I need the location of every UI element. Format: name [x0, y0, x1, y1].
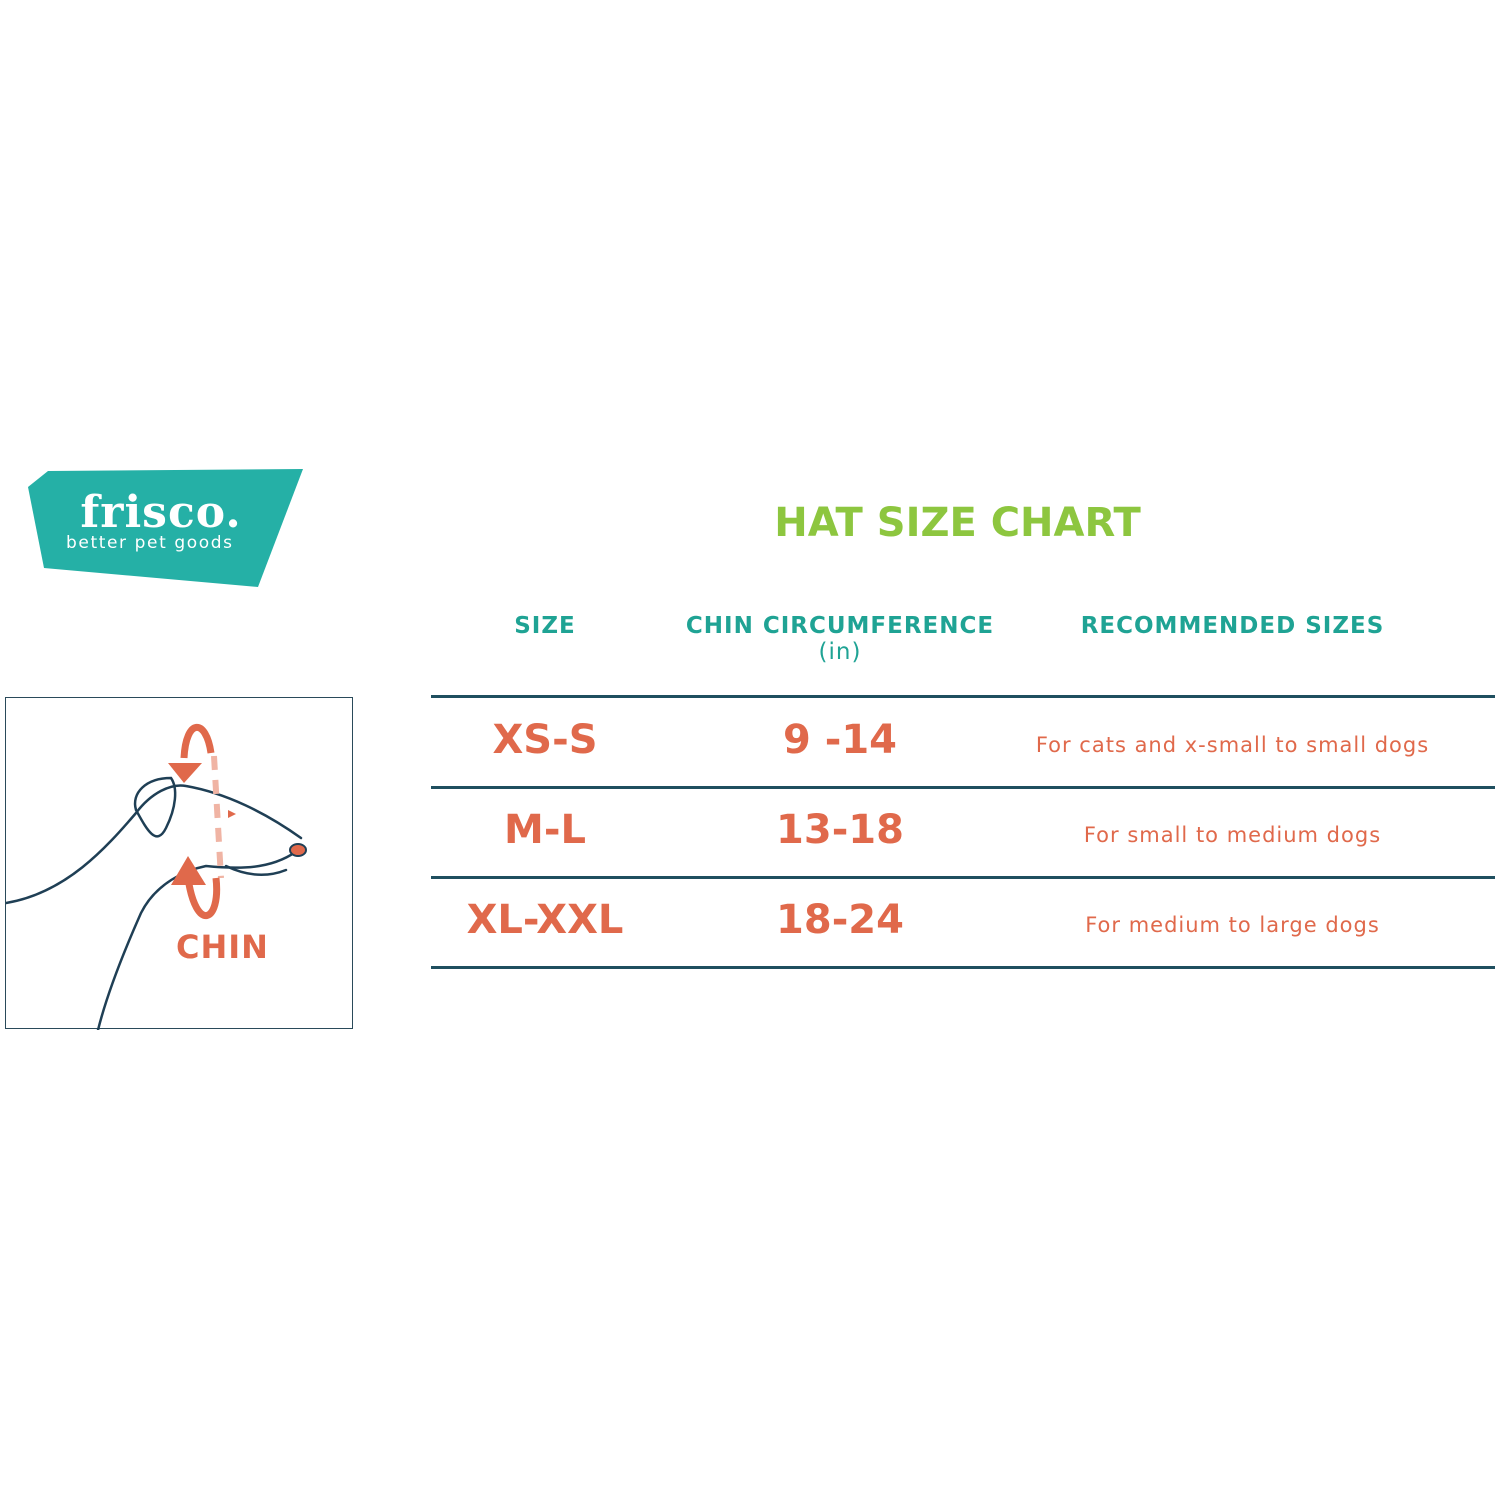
- logo-tagline: better pet goods: [66, 533, 234, 553]
- frisco-logo: frisco. better pet goods: [26, 469, 306, 589]
- header-chin-circumference: CHIN CIRCUMFERENCE (in): [660, 613, 1020, 665]
- divider: [431, 876, 1495, 879]
- chin-cell: 18-24: [776, 897, 904, 943]
- recommended-cell: For small to medium dogs: [1083, 823, 1382, 847]
- header-size: SIZE: [514, 613, 576, 639]
- chin-cell: 9 -14: [782, 717, 898, 763]
- dog-measurement-illustration: CHIN: [5, 697, 353, 1030]
- size-cell: M-L: [504, 807, 586, 853]
- chin-cell: 13-18: [776, 807, 904, 853]
- size-cell: XS-S: [492, 717, 598, 763]
- logo-badge-shape: [28, 469, 303, 587]
- header-chin-unit: (in): [818, 639, 862, 665]
- logo-brand: frisco.: [80, 487, 242, 538]
- recommended-cell: For medium to large dogs: [1085, 913, 1380, 937]
- divider: [431, 695, 1495, 698]
- divider: [431, 966, 1495, 969]
- header-chin-label: CHIN CIRCUMFERENCE: [685, 613, 995, 639]
- divider: [431, 786, 1495, 789]
- chin-label: CHIN: [176, 928, 269, 966]
- size-cell: XL-XXL: [466, 897, 624, 943]
- chart-title: HAT SIZE CHART: [774, 500, 1141, 546]
- recommended-cell: For cats and x-small to small dogs: [1035, 733, 1430, 757]
- dog-head-icon: [6, 723, 307, 1030]
- header-recommended: RECOMMENDED SIZES: [1080, 613, 1385, 639]
